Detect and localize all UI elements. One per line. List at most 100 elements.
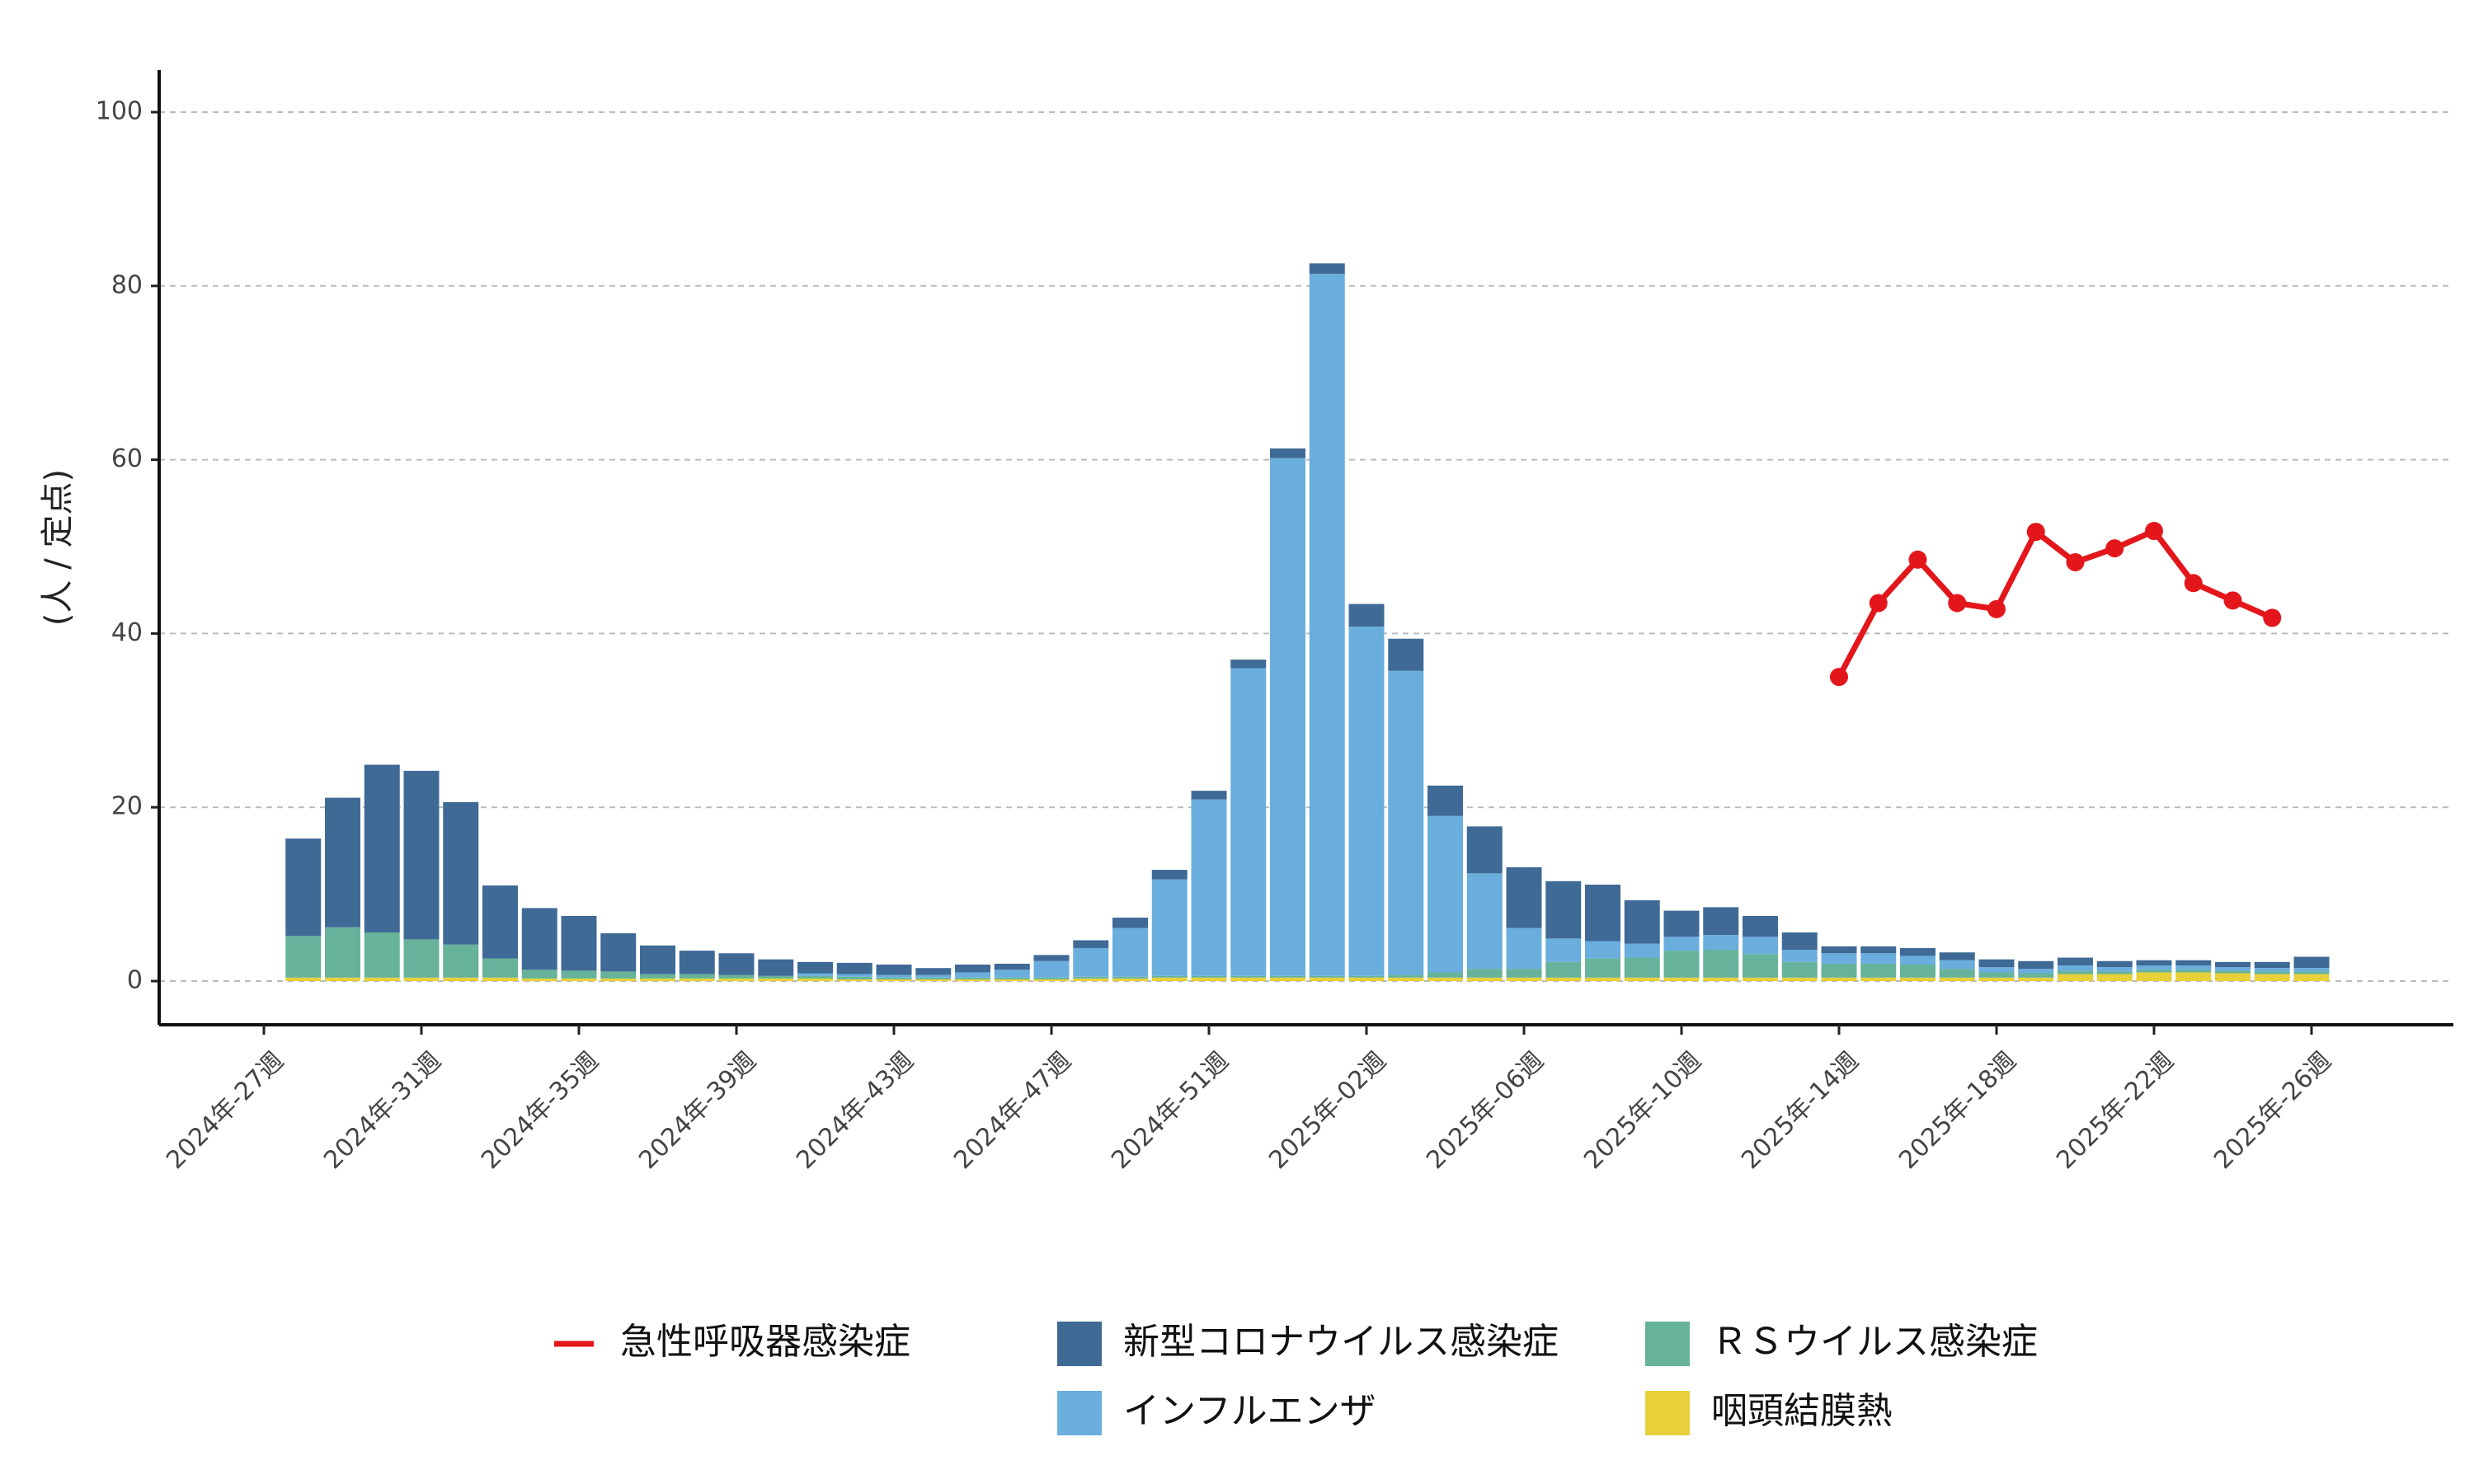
bar-segment: [758, 975, 794, 979]
bar-segment: [836, 974, 872, 977]
bar-segment: [1900, 964, 1935, 978]
y-tick-label: 0: [127, 966, 143, 995]
bar-segment: [1624, 943, 1660, 958]
bar-segment: [1900, 956, 1935, 965]
bar-segment: [758, 978, 794, 981]
bar-segment: [1230, 668, 1267, 976]
bar-segment: [1191, 977, 1227, 981]
bar-segment: [285, 838, 322, 937]
bar-segment: [1781, 932, 1818, 951]
legend-swatch: [1645, 1322, 1690, 1366]
bar-segment: [1388, 638, 1424, 671]
legend-swatch: [1645, 1391, 1690, 1435]
bar-segment: [1309, 975, 1345, 978]
bar-segment: [1900, 947, 1935, 956]
bar-segment: [1270, 458, 1305, 976]
bar-segment: [1151, 975, 1188, 978]
bar-segment: [1073, 947, 1109, 977]
bar-segment: [1781, 961, 1818, 978]
bar-segment: [2293, 974, 2330, 981]
bar-segment: [1860, 946, 1897, 954]
bar-segment: [718, 974, 755, 979]
bar-segment: [1624, 957, 1660, 978]
bar-segment: [1309, 977, 1345, 981]
bar-segment: [1978, 977, 2015, 981]
bar-segment: [955, 979, 990, 981]
bar-segment: [1545, 977, 1582, 981]
bar-segment: [1466, 873, 1503, 970]
bar-segment: [1585, 958, 1620, 978]
bar-segment: [2215, 961, 2251, 968]
bar-segment: [1270, 977, 1305, 981]
bar-segment: [521, 978, 557, 981]
bar-segment: [1939, 969, 1975, 978]
bar-segment: [876, 979, 912, 981]
line-point: [2105, 539, 2124, 558]
bar-segment: [364, 977, 400, 981]
bar-segment: [955, 972, 990, 978]
bar-segment: [443, 801, 479, 945]
bar-segment: [2254, 961, 2290, 969]
bar-segment: [1388, 974, 1424, 978]
bar-segment: [2096, 971, 2133, 974]
bar-segment: [797, 961, 833, 974]
bar-segment: [876, 974, 912, 978]
bar-segment: [482, 885, 518, 959]
bar-segment: [285, 936, 322, 978]
line-point: [2263, 608, 2282, 627]
y-tick-label: 100: [96, 97, 143, 126]
bar-segment: [955, 977, 990, 979]
bar-segment: [955, 964, 990, 973]
bar-segment: [1663, 977, 1700, 981]
line-point: [2066, 552, 2085, 571]
bar-segment: [482, 977, 518, 981]
bar-segment: [2175, 972, 2212, 981]
bar-segment: [561, 978, 597, 981]
bar-segment: [2136, 972, 2172, 981]
bar-segment: [640, 978, 675, 981]
bar-segment: [364, 932, 400, 978]
bar-segment: [1309, 274, 1345, 976]
bar-segment: [1703, 935, 1739, 951]
bar-segment: [1073, 976, 1109, 979]
bar-segment: [2096, 960, 2133, 968]
legend-label: 急性呼吸器感染症: [620, 1321, 910, 1363]
bar-segment: [325, 927, 360, 978]
bar-segment: [1821, 963, 1857, 978]
line-layer: [1830, 522, 2282, 687]
bar-segment: [2096, 967, 2133, 972]
legend-item: 新型コロナウイルス感染症: [1057, 1321, 1559, 1366]
bar-segment: [1506, 866, 1542, 928]
bar-segment: [2018, 973, 2054, 978]
y-axis-title: (人 / 定点): [39, 469, 77, 626]
bar-segment: [679, 951, 715, 974]
bar-segment: [1230, 977, 1267, 981]
bar-segment: [2136, 970, 2172, 973]
bar-segment: [1348, 603, 1385, 627]
bar-segment: [1230, 975, 1267, 978]
bar-segment: [1033, 979, 1070, 981]
bar-segment: [1703, 950, 1739, 978]
grid-layer: [159, 111, 2453, 982]
bar-segment: [1506, 969, 1542, 978]
legend-item: インフルエンザ: [1057, 1390, 1376, 1435]
bar-segment: [2058, 974, 2093, 981]
bar-segment: [1978, 967, 2015, 973]
bar-segment: [915, 968, 952, 975]
bar-segment: [915, 977, 952, 979]
bar-segment: [521, 970, 557, 979]
bar-segment: [1112, 976, 1148, 979]
legend-item: ＲＳウイルス感染症: [1645, 1321, 2038, 1366]
bar-segment: [1112, 978, 1148, 981]
bar-segment: [1466, 977, 1503, 981]
bar-segment: [1309, 263, 1345, 275]
bar-segment: [1506, 977, 1542, 981]
bar-segment: [285, 977, 322, 981]
bar-segment: [1703, 977, 1739, 981]
bar-segment: [797, 975, 833, 979]
bar-segment: [521, 908, 557, 970]
bar-segment: [797, 973, 833, 976]
bar-segment: [1663, 910, 1700, 937]
bar-segment: [1939, 960, 1975, 970]
